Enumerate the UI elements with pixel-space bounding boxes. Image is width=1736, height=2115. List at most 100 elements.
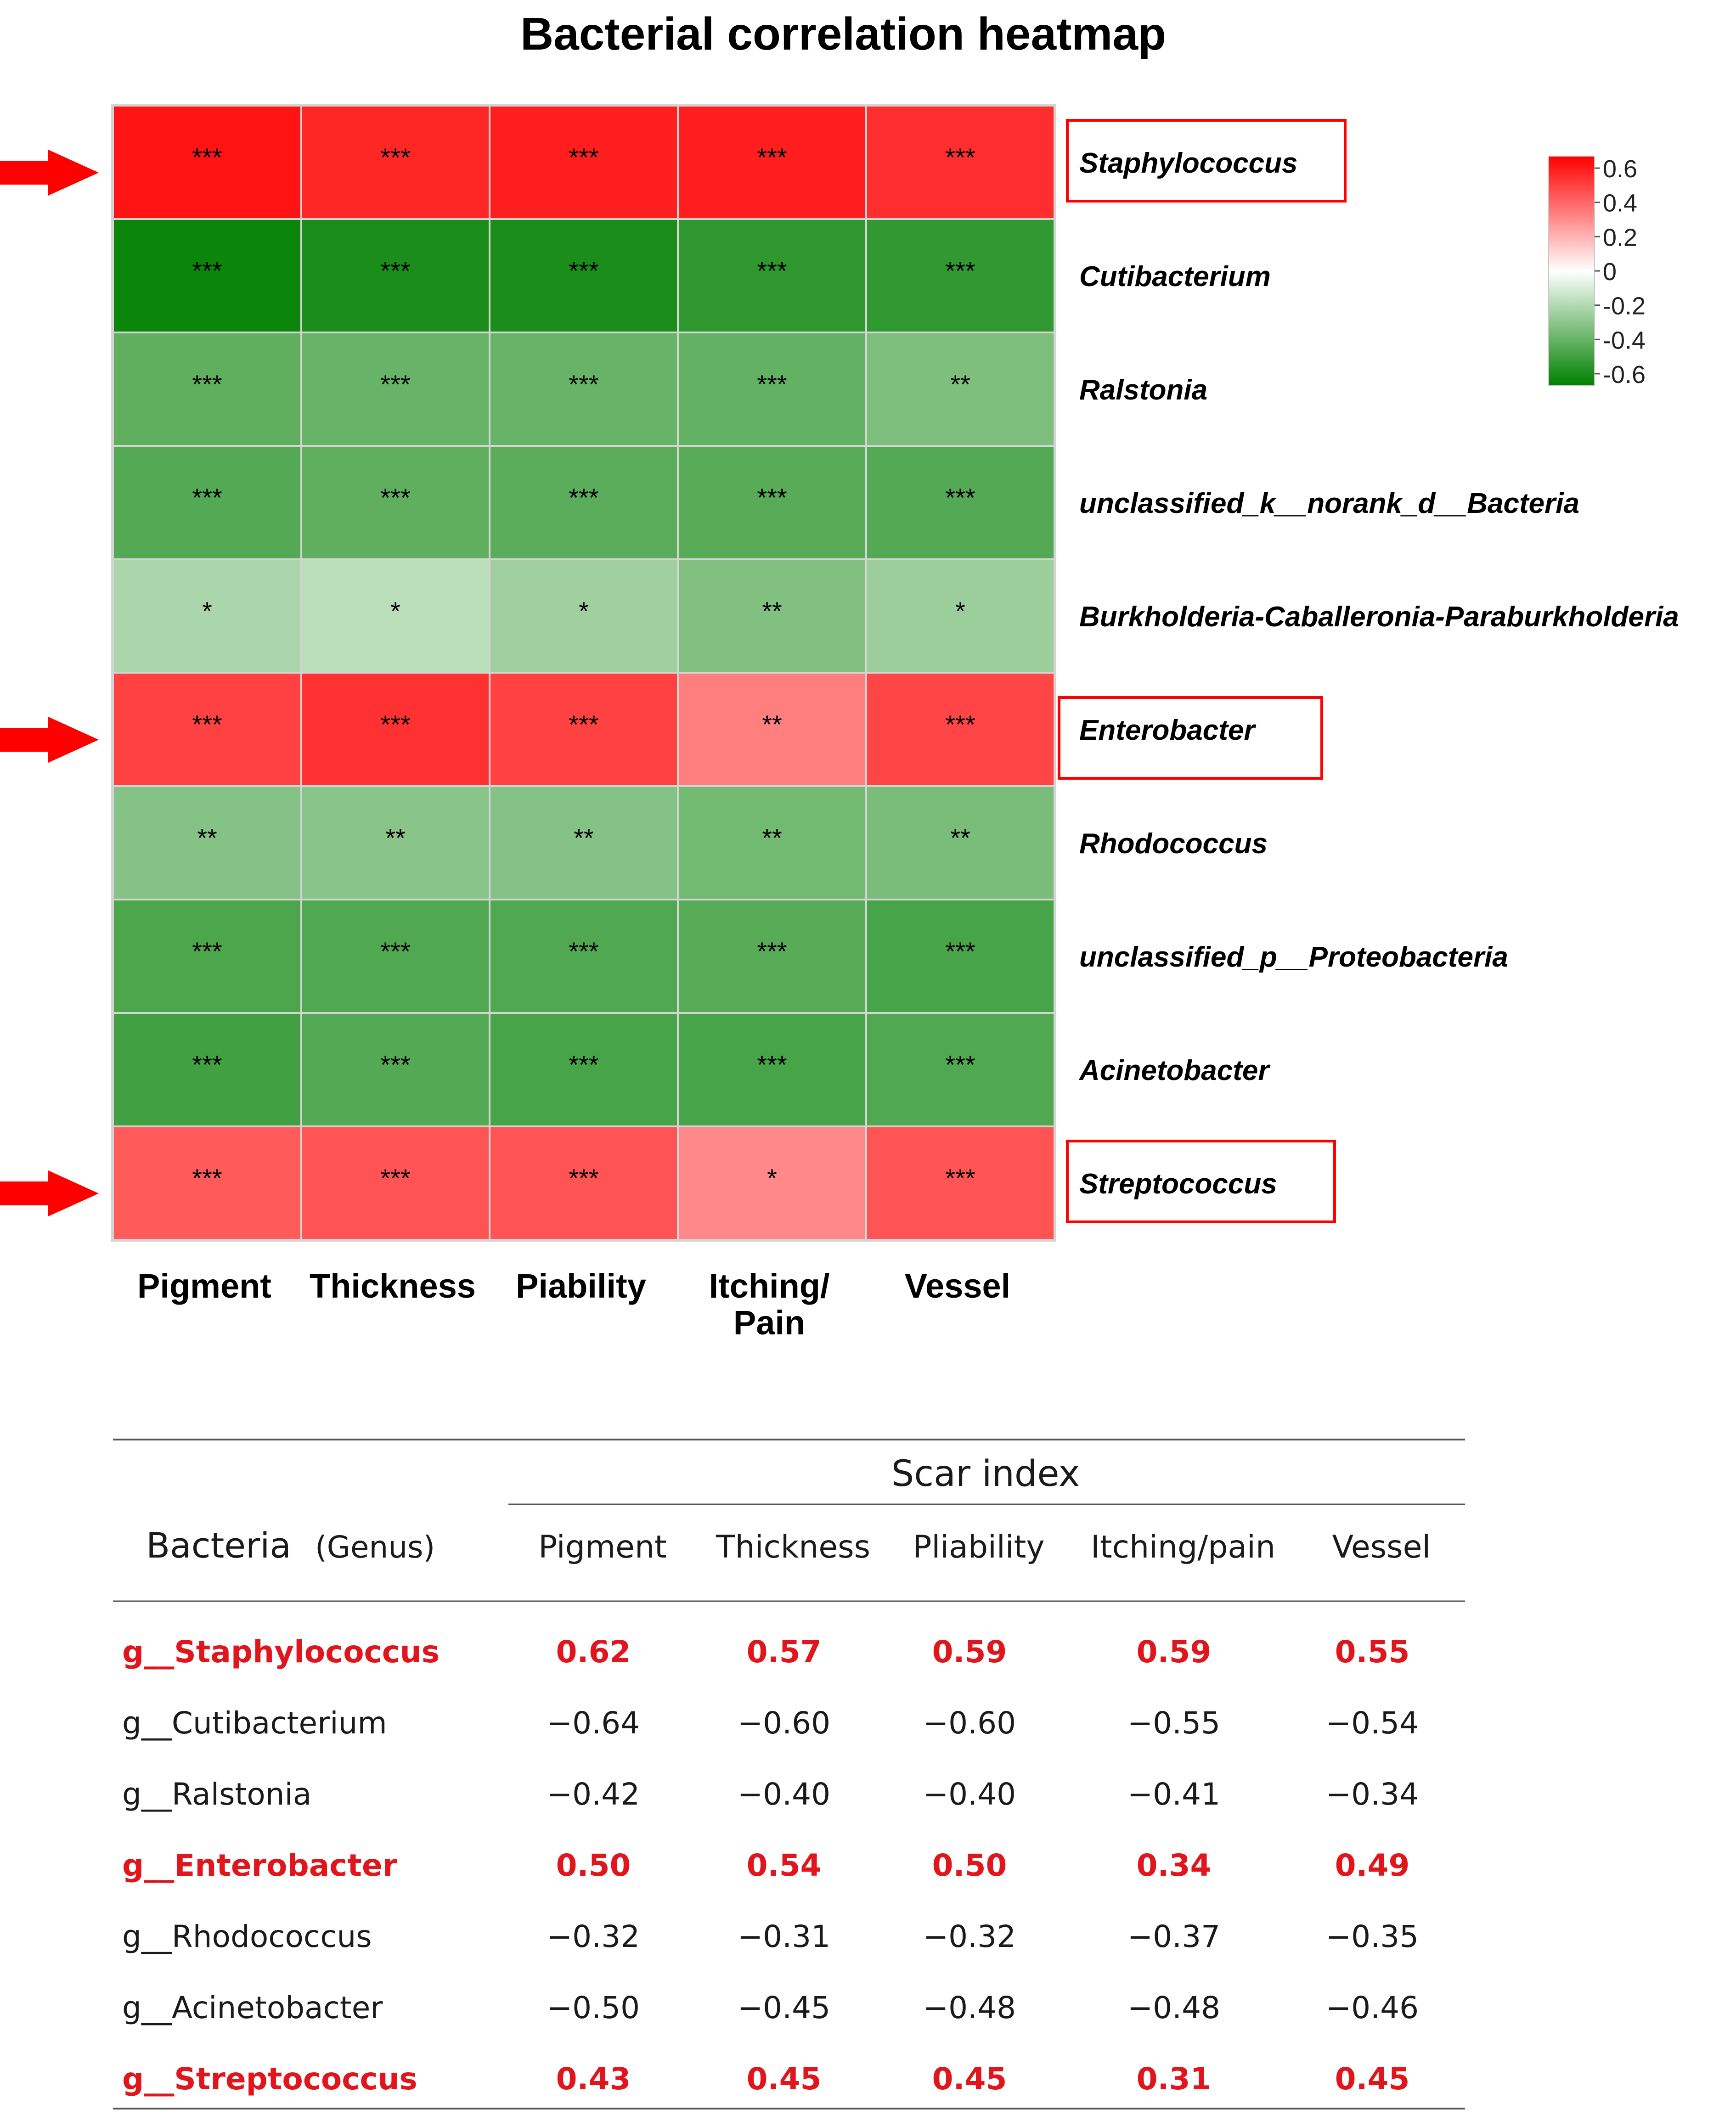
heatmap-cell (114, 447, 300, 558)
significance-label: *** (569, 370, 598, 399)
heatmap-cell (679, 787, 865, 899)
arrow-icon (0, 1170, 99, 1216)
table-row-name: g__Streptococcus (122, 2061, 417, 2097)
significance-label: *** (757, 937, 787, 966)
significance-label: *** (380, 1164, 410, 1192)
row-label: Streptococcus (1079, 1168, 1277, 1200)
significance-label: *** (380, 256, 410, 285)
significance-label: *** (945, 710, 975, 739)
heatmap-cell (302, 107, 489, 218)
table-column-header: Itching/pain (1091, 1529, 1275, 1565)
significance-label: *** (569, 256, 598, 285)
table-cell: 0.57 (747, 1634, 822, 1670)
row-label: unclassified_k__norank_d__Bacteria (1079, 488, 1579, 519)
significance-label: *** (569, 1050, 598, 1079)
heatmap-cell (867, 107, 1054, 218)
table-cell: 0.62 (556, 1634, 631, 1670)
heatmap-cell (490, 787, 677, 899)
table-cell: −0.32 (923, 1919, 1016, 1954)
heatmap-cell (679, 220, 865, 332)
table-cell: −0.55 (1127, 1705, 1220, 1741)
significance-label: * (955, 596, 965, 625)
heatmap-cell (114, 1127, 300, 1239)
heatmap-cell (490, 1014, 677, 1125)
significance-label: *** (380, 937, 410, 966)
table-row-name: g__Acinetobacter (122, 1990, 383, 2025)
highlight-box (1066, 119, 1347, 202)
row-label: Acinetobacter (1078, 1055, 1270, 1086)
table-cell: 0.45 (932, 2061, 1007, 2097)
significance-label: ** (574, 823, 594, 852)
heatmap-cell (867, 220, 1054, 332)
significance-label: *** (569, 143, 598, 172)
colorbar-tick-label: -0.6 (1603, 361, 1646, 388)
table-cell: −0.41 (1127, 1777, 1220, 1812)
table-cell: −0.48 (923, 1990, 1016, 2025)
heatmap-cell (302, 1127, 489, 1239)
table-column-header: Thickness (716, 1529, 870, 1565)
significance-label: ** (762, 823, 782, 852)
heatmap-cell (679, 900, 865, 1012)
table-column-header: Pliability (913, 1529, 1044, 1565)
column-label: Itching/ (709, 1267, 829, 1305)
col-labels: Pigment Thickness Piability Itching/Pain Ves… (137, 1267, 1010, 1342)
colorbar-tick-label: 0.6 (1603, 155, 1637, 183)
colorbar-tick-label: 0 (1603, 258, 1617, 286)
table-cell: 0.59 (1137, 1634, 1212, 1670)
significance-label: *** (569, 483, 598, 512)
heatmap-cell (679, 560, 865, 672)
heatmap (111, 104, 1056, 1242)
heatmap-cell (302, 447, 489, 558)
heatmap-cell (490, 333, 677, 445)
colorbar: 0.6 0.4 0.2 0 -0.2 -0.4 -0.6 (1548, 155, 1646, 388)
table-cell: −0.35 (1326, 1919, 1419, 1954)
table-cell: −0.46 (1326, 1990, 1419, 2025)
colorbar-tick-label: -0.2 (1603, 292, 1646, 320)
significance-label: *** (192, 370, 222, 399)
table-cell: −0.40 (923, 1777, 1016, 1812)
table-cell: 0.50 (932, 1848, 1007, 1883)
table-row-name: g__Staphylococcus (122, 1634, 440, 1670)
heatmap-cell (679, 1127, 865, 1239)
heatmap-cell (867, 447, 1054, 558)
table-cell: −0.31 (738, 1919, 830, 1954)
heatmap-cell (867, 560, 1054, 672)
table-column-header: Pigment (538, 1529, 666, 1565)
row-label: unclassified_p__Proteobacteria (1079, 941, 1508, 973)
significance-label: ** (950, 823, 970, 852)
significance-label: *** (380, 1050, 410, 1079)
column-label: Piability (516, 1267, 646, 1305)
table-cell: −0.50 (547, 1990, 640, 2025)
row-label: Cutibacterium (1079, 261, 1271, 292)
significance-label: * (390, 596, 400, 625)
table-row-name: g__Ralstonia (122, 1777, 311, 1812)
heatmap-cell (114, 333, 300, 445)
heatmap-cell (679, 1014, 865, 1125)
colorbar-tick-label: 0.2 (1603, 224, 1637, 251)
heatmap-cell (302, 787, 489, 899)
significance-label: *** (757, 256, 787, 285)
column-label: Pain (733, 1304, 805, 1342)
heatmap-cell (302, 560, 489, 672)
significance-label: *** (192, 1164, 222, 1192)
table-cell: 0.34 (1137, 1848, 1212, 1883)
heatmap-cell (867, 1127, 1054, 1239)
heatmap-cell (114, 220, 300, 332)
heatmap-title: Bacterial correlation heatmap (520, 8, 1166, 60)
significance-label: *** (945, 1050, 975, 1079)
heatmap-cell (490, 447, 677, 558)
heatmap-cell (679, 674, 865, 785)
significance-label: *** (569, 1164, 598, 1192)
significance-label: *** (945, 1164, 975, 1192)
significance-label: ** (385, 823, 406, 852)
table-row-name: g__Rhodococcus (122, 1919, 372, 1954)
table-cell: −0.64 (547, 1705, 640, 1741)
table-cell: −0.60 (923, 1705, 1016, 1741)
table-cell: −0.42 (547, 1777, 640, 1812)
table-cell: 0.55 (1335, 1634, 1410, 1670)
table-row-name: g__Enterobacter (122, 1848, 398, 1883)
heatmap-cell (490, 560, 677, 672)
significance-label: *** (380, 143, 410, 172)
heatmap-cell (490, 220, 677, 332)
